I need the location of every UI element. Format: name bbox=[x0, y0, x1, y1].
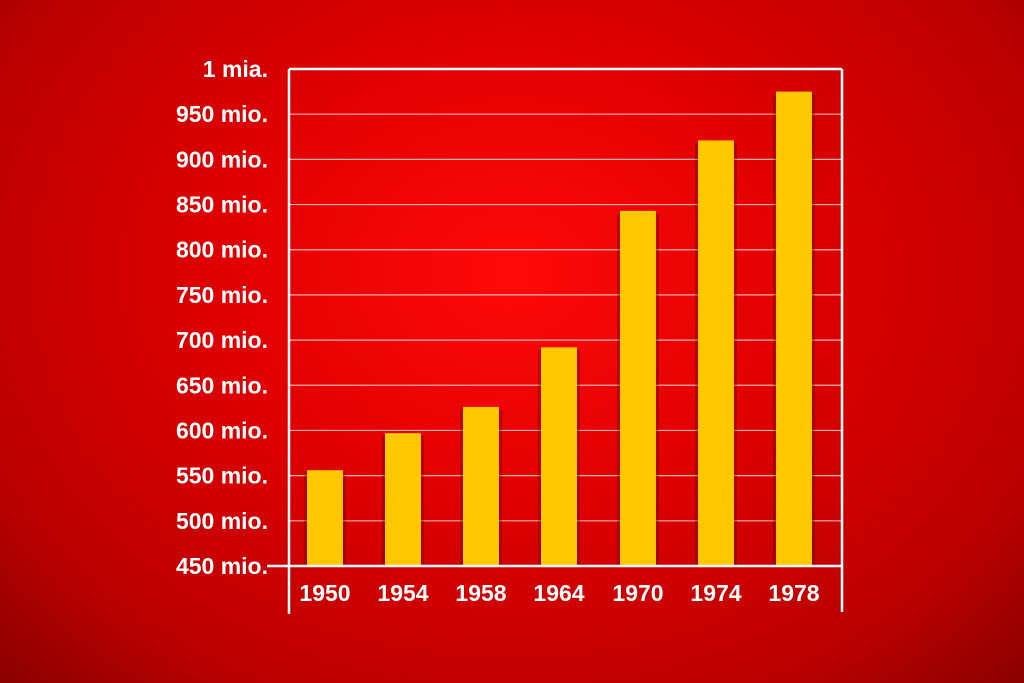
bar-1958 bbox=[463, 406, 499, 566]
axes bbox=[267, 67, 844, 614]
bar-1964 bbox=[541, 347, 577, 566]
x-tick-label: 1964 bbox=[533, 580, 584, 606]
y-tick-label: 900 mio. bbox=[176, 146, 268, 172]
y-tick-label: 750 mio. bbox=[176, 282, 268, 308]
y-tick-label: 500 mio. bbox=[176, 508, 268, 534]
y-tick-label: 1 mia. bbox=[203, 56, 268, 82]
bar-1970 bbox=[620, 210, 656, 566]
x-tick-label: 1978 bbox=[768, 580, 819, 606]
bar-1954 bbox=[385, 433, 421, 566]
bars bbox=[304, 91, 815, 566]
x-tick-label: 1950 bbox=[299, 580, 350, 606]
x-tick-label: 1958 bbox=[455, 580, 506, 606]
x-tick-label: 1970 bbox=[612, 580, 663, 606]
y-tick-label: 700 mio. bbox=[176, 327, 268, 353]
y-tick-label: 600 mio. bbox=[176, 417, 268, 443]
bar-1974 bbox=[698, 140, 734, 566]
y-tick-labels: 1 mia. 950 mio. 900 mio. 850 mio. 800 mio. 75… bbox=[176, 56, 268, 579]
y-tick-label: 650 mio. bbox=[176, 372, 268, 398]
y-tick-label: 850 mio. bbox=[176, 192, 268, 218]
bar-1978 bbox=[776, 91, 812, 566]
y-tick-label: 450 mio. bbox=[176, 553, 268, 579]
y-tick-label: 950 mio. bbox=[176, 101, 268, 127]
x-tick-label: 1974 bbox=[690, 580, 741, 606]
x-tick-label: 1954 bbox=[377, 580, 428, 606]
y-tick-label: 800 mio. bbox=[176, 237, 268, 263]
bar-1950 bbox=[307, 470, 343, 566]
y-tick-label: 550 mio. bbox=[176, 463, 268, 489]
x-tick-labels: 1950 1954 1958 1964 1970 1974 1978 bbox=[299, 580, 819, 606]
